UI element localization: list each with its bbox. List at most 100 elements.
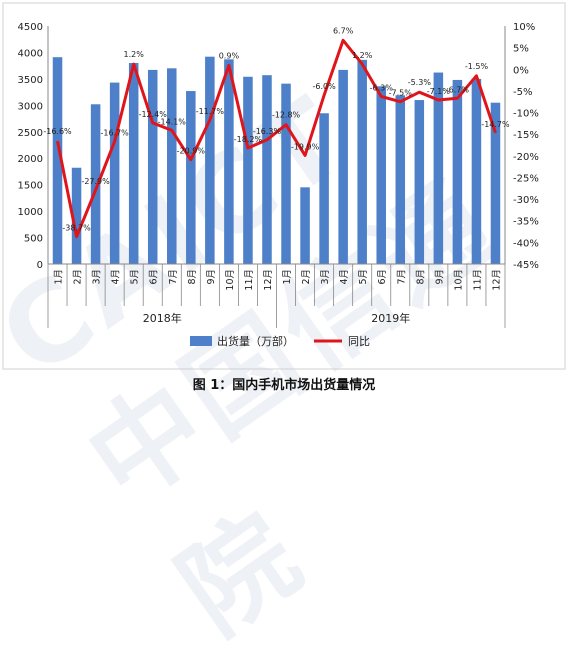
month-tick-label: 4月 [339,269,350,285]
left-axis-tick-label: 4000 [18,48,43,59]
bar [205,56,215,265]
yoy-data-label: -19.9% [291,142,320,151]
yoy-data-label: -16.7% [100,129,129,138]
month-tick-label: 7月 [396,269,407,285]
month-tick-label: 6月 [149,269,160,285]
month-tick-label: 3月 [320,269,331,285]
month-tick-label: 12月 [491,269,502,291]
bar [71,167,82,264]
month-tick-label: 8月 [415,269,426,285]
bar [128,63,139,265]
month-tick-label: 2月 [73,269,84,285]
bar [281,83,291,264]
right-axis-tick-label: -25% [513,173,539,184]
yoy-data-label: -7.1% [427,87,451,96]
month-tick-label: 1月 [54,269,65,285]
figure-caption: 图 1：国内手机市场出货量情况 [192,378,376,393]
yoy-data-label: 6.7% [333,26,354,35]
bar [243,76,253,264]
yoy-data-label: -27.9% [81,177,110,186]
yoy-data-label: -12.4% [139,110,168,119]
month-tick-label: 7月 [168,269,179,285]
bar [319,113,329,265]
right-axis-tick-label: -10% [513,109,539,120]
left-axis-tick-label: 3500 [18,75,43,86]
legend-label-yoy: 同比 [348,335,370,348]
yoy-data-label: 0.9% [219,51,240,60]
yoy-data-label: -7.5% [389,89,413,98]
yoy-data-label: -16.6% [43,127,72,136]
right-axis-tick-label: -20% [513,152,539,163]
yoy-data-label: 1.2% [352,51,373,60]
year-label: 2018年 [143,311,182,325]
yoy-data-label: -18.2% [234,135,263,144]
bar [167,68,177,264]
month-tick-label: 3月 [92,269,103,285]
bar [186,91,196,264]
right-axis-tick-label: -5% [513,87,532,98]
shipment-chart: 0 500 1000 1500 2000 2500 3000 3500 4000 4500 10% 5… [2,2,566,370]
bar [109,82,120,264]
right-axis-tick-label: -30% [513,195,539,206]
bar [452,79,463,265]
yoy-data-label: -16.3% [253,127,282,136]
yoy-data-label: -14.1% [158,117,187,126]
left-axis-tick-label: 1000 [18,207,43,218]
yoy-data-label: 1.2% [124,50,145,59]
bar [414,100,425,265]
month-tick-label: 10月 [225,269,236,291]
yoy-data-label: -5.3% [408,78,432,87]
bar [338,69,348,264]
month-tick-label: 6月 [377,269,388,285]
month-tick-label: 12月 [263,269,274,291]
year-label: 2019年 [371,311,410,325]
month-tick-label: 11月 [244,269,255,291]
month-tick-label: 1月 [282,269,293,285]
yoy-data-label: -6.7% [446,85,470,94]
month-tick-label: 11月 [472,269,483,291]
yoy-data-label: -14.7% [481,120,510,129]
yoy-data-label: -38.7% [62,224,91,233]
yoy-line [56,38,497,239]
right-axis-tick-label: -45% [513,260,539,271]
left-axis-tick-label: 4500 [18,22,43,33]
yoy-data-label: -11.7% [196,107,225,116]
chart-frame [2,2,566,370]
bar [147,69,158,264]
bar [395,95,406,264]
month-tick-label: 10月 [453,269,464,291]
bar [471,78,482,264]
left-axis-tick-label: 0 [37,260,43,271]
bar [262,75,272,264]
month-tick-label: 4月 [111,269,122,285]
left-axis-tick-label: 3000 [18,101,43,112]
month-tick-label: 9月 [206,269,217,285]
month-tick-label: 2月 [301,269,312,285]
bar [224,59,234,264]
bar [376,86,386,264]
yoy-data-label: -20.9% [177,147,206,156]
legend-swatch-shipments [190,336,212,346]
right-axis-tick-label: 5% [513,44,529,55]
left-axis-tick-label: 2000 [18,154,43,165]
month-tick-label: 5月 [358,269,369,285]
month-tick-label: 8月 [187,269,198,285]
right-axis-tick-label: -40% [513,238,539,249]
bar [490,102,501,264]
bar [300,187,310,264]
yoy-data-label: -6.3% [370,84,394,93]
yoy-data-label: -6.0% [312,82,336,91]
month-tick-label: 9月 [434,269,445,285]
left-axis-tick-label: 2500 [18,128,43,139]
right-axis-tick-label: -35% [513,217,539,228]
left-axis-tick-label: 500 [24,234,43,245]
yoy-data-label: -1.5% [465,62,489,71]
yoy-data-label: -12.8% [272,111,301,120]
bar [90,104,101,264]
bar [52,57,63,265]
bar [433,72,444,264]
right-axis-tick-label: -15% [513,130,539,141]
bar [357,59,367,264]
month-tick-label: 5月 [130,269,141,285]
left-axis-tick-label: 1500 [18,181,43,192]
